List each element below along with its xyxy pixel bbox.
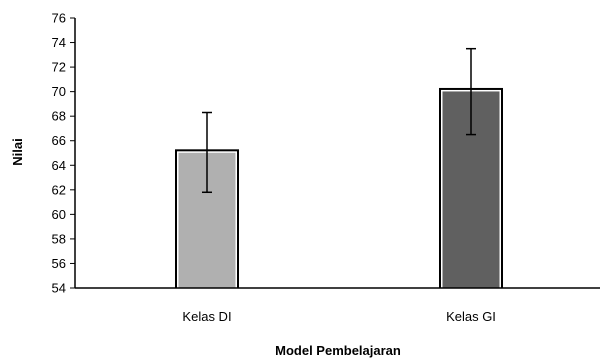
error-bar-1 <box>202 111 212 194</box>
y-axis-title: Nilai <box>10 138 25 165</box>
y-tick-label: 74 <box>52 35 66 50</box>
y-tick-label: 76 <box>52 11 66 26</box>
x-tick-label: Kelas GI <box>446 309 496 324</box>
y-tick-label: 62 <box>52 182 66 197</box>
y-tick-label: 68 <box>52 109 66 124</box>
y-tick-label: 54 <box>52 281 66 296</box>
y-tick-label: 66 <box>52 133 66 148</box>
y-tick-label: 56 <box>52 256 66 271</box>
y-tick-label: 60 <box>52 207 66 222</box>
y-axis: 54 56 58 60 62 64 66 68 70 72 74 76 <box>52 11 76 296</box>
y-tick-label: 70 <box>52 84 66 99</box>
x-tick-label: Kelas DI <box>182 309 231 324</box>
y-tick-label: 72 <box>52 60 66 75</box>
error-bar-2 <box>466 47 476 136</box>
x-axis-title: Model Pembelajaran <box>275 343 401 358</box>
y-tick-label: 64 <box>52 158 66 173</box>
error-bars-group <box>202 47 476 194</box>
bars-group <box>175 87 503 288</box>
y-tick-label: 58 <box>52 231 66 246</box>
x-axis: Kelas DI Kelas GI <box>75 287 600 324</box>
